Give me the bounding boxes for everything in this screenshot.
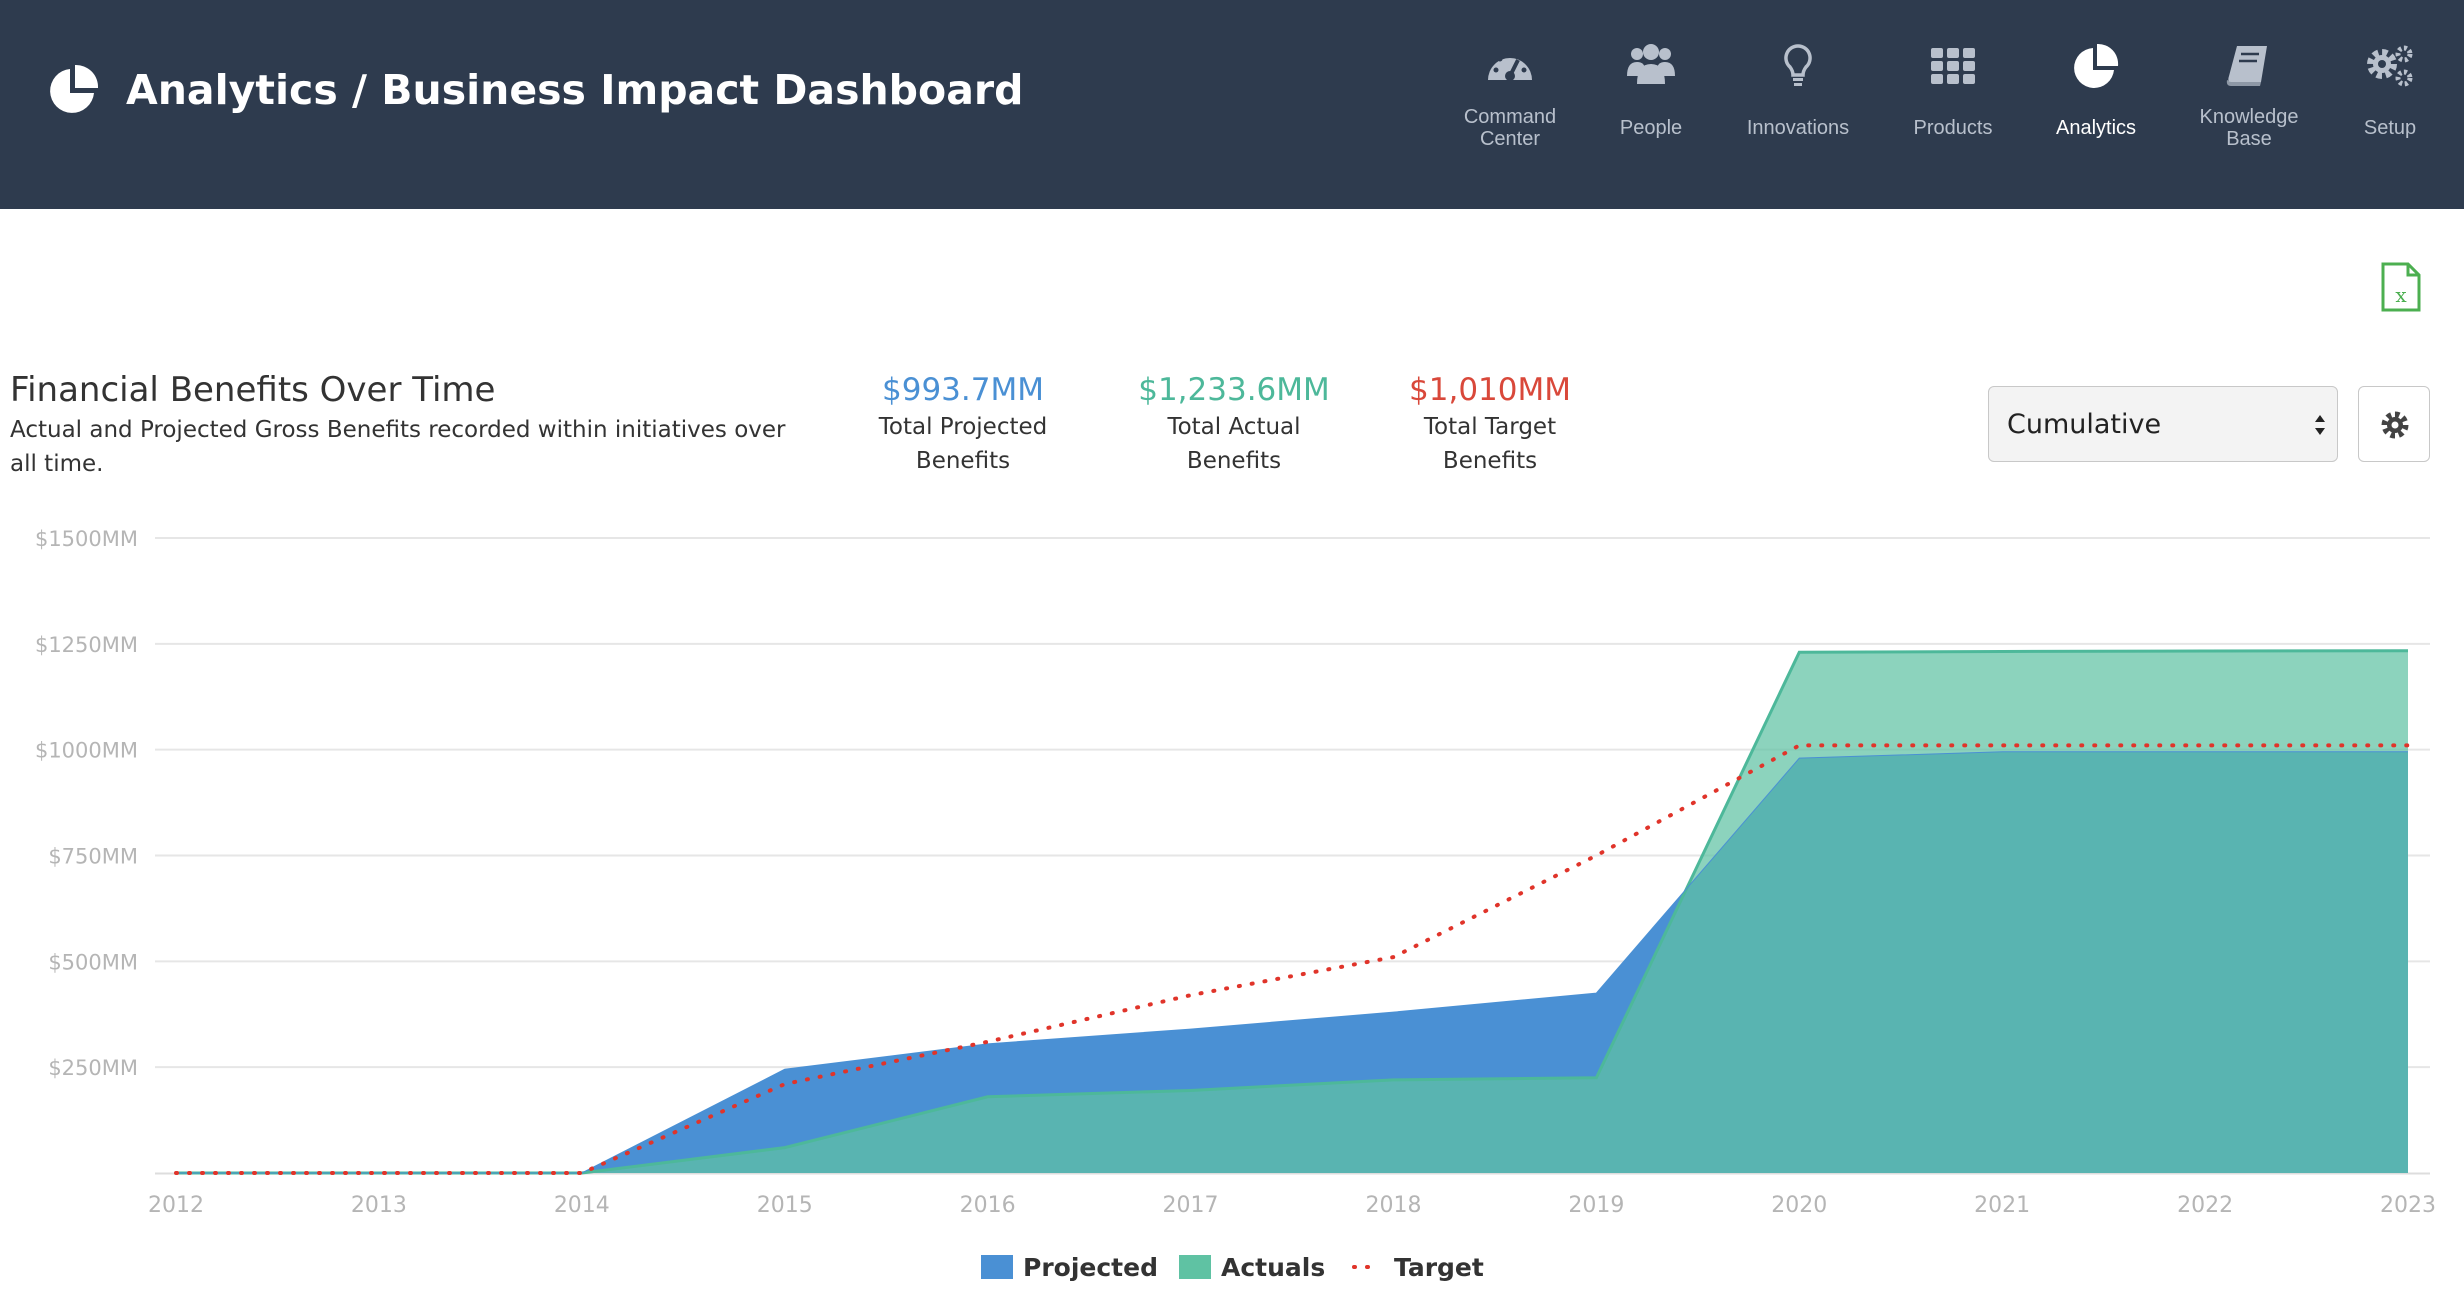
main-nav: Command Center People Innovations (1440, 30, 2464, 170)
select-arrows-icon (2315, 415, 2325, 435)
y-tick-label: $750MM (48, 845, 138, 869)
y-tick-label: $1250MM (35, 633, 138, 657)
y-tick-label: $500MM (48, 950, 138, 974)
x-tick-label: 2014 (554, 1193, 610, 1218)
gears-icon (2367, 45, 2413, 87)
kpi-total-projected: $993.7MM Total Projected Benefits (833, 370, 1093, 478)
kpi-value: $1,233.6MM (1138, 372, 1330, 408)
actuals-area (176, 650, 2408, 1173)
panel-title: Financial Benefits Over Time (10, 370, 496, 410)
grid-icon (1931, 48, 1975, 84)
pie-chart-icon (50, 64, 99, 113)
financial-benefits-chart: $250MM $500MM $750MM $1000MM $1250MM $1500MM 2… (35, 527, 2436, 1282)
x-tick-label: 2015 (757, 1193, 813, 1218)
x-tick-label: 2021 (1974, 1193, 2030, 1218)
book-icon (2226, 46, 2267, 86)
nav-item-people[interactable]: People (1576, 30, 1726, 170)
y-tick-label: $1000MM (35, 739, 138, 763)
nav-item-innovations[interactable]: Innovations (1723, 30, 1873, 170)
kpi-value: $1,010MM (1409, 372, 1571, 408)
kpi-total-target: $1,010MM Total Target Benefits (1360, 370, 1620, 478)
excel-export-icon[interactable]: x (2380, 262, 2422, 312)
y-tick-label: $1500MM (35, 527, 138, 551)
lightbulb-icon (1784, 44, 1812, 86)
kpi-value: $993.7MM (882, 372, 1044, 408)
legend-label-target: Target (1394, 1253, 1484, 1282)
panel-subtitle: Actual and Projected Gross Benefits reco… (10, 417, 786, 477)
x-tick-label: 2017 (1163, 1193, 1219, 1218)
view-mode-value: Cumulative (2007, 409, 2162, 440)
svg-text:x: x (2395, 283, 2407, 307)
kpi-label: Total Target Benefits (1423, 414, 1557, 474)
dashboard-gauge-icon (1488, 51, 1532, 81)
legend-label-projected: Projected (1023, 1253, 1158, 1282)
x-tick-label: 2016 (960, 1193, 1016, 1218)
view-mode-select[interactable]: Cumulative (1988, 386, 2338, 462)
nav-item-analytics[interactable]: Analytics (2021, 30, 2171, 170)
x-tick-label: 2020 (1771, 1193, 1827, 1218)
target-line (174, 743, 2410, 1175)
settings-button[interactable] (2358, 386, 2430, 462)
nav-item-knowledge-base[interactable]: Knowledge Base (2174, 30, 2324, 170)
nav-item-command-center[interactable]: Command Center (1435, 30, 1585, 170)
kpi-total-actual: $1,233.6MM Total Actual Benefits (1104, 370, 1364, 478)
nav-item-products[interactable]: Products (1878, 30, 2028, 170)
top-navigation-bar: Analytics / Business Impact Dashboard Co… (0, 0, 2464, 209)
x-tick-label: 2012 (148, 1193, 204, 1218)
people-icon (1627, 44, 1675, 84)
x-tick-label: 2019 (1568, 1193, 1624, 1218)
legend-label-actuals: Actuals (1221, 1253, 1325, 1282)
pie-chart-icon (2074, 43, 2119, 88)
legend-swatch-actuals (1179, 1255, 1211, 1279)
gear-icon (2381, 411, 2409, 439)
x-tick-label: 2023 (2380, 1193, 2436, 1218)
x-tick-label: 2013 (351, 1193, 407, 1218)
x-tick-label: 2018 (1365, 1193, 1421, 1218)
kpi-label: Total Projected Benefits (878, 414, 1048, 474)
legend-swatch-projected (981, 1255, 1013, 1279)
page-title: Analytics / Business Impact Dashboard (126, 66, 1024, 114)
x-tick-label: 2022 (2177, 1193, 2233, 1218)
y-tick-label: $250MM (48, 1056, 138, 1080)
brand: Analytics / Business Impact Dashboard (46, 60, 1023, 120)
kpi-label: Total Actual Benefits (1167, 414, 1301, 474)
nav-item-setup[interactable]: Setup (2315, 30, 2464, 170)
projected-line (176, 751, 2408, 1174)
